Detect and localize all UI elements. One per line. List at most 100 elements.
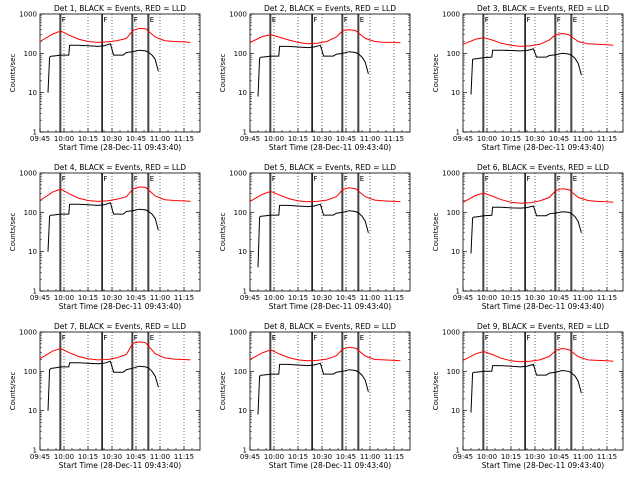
- x-tick-label: 10:30: [525, 135, 545, 143]
- marker-label: F: [134, 16, 138, 24]
- x-tick-label: 10:45: [126, 453, 146, 461]
- panel-det-6: Det 6, BLACK = Events, RED = LLD 09:45 10:…: [432, 163, 624, 311]
- y-tick-label: 1000: [19, 11, 37, 19]
- events-series-line: [257, 203, 369, 268]
- y-tick-label: 1: [33, 129, 37, 137]
- plot-title: Det 5, BLACK = Events, RED = LLD: [264, 163, 396, 172]
- plot-frame: [249, 331, 411, 451]
- events-series-line: [470, 363, 582, 413]
- plot-title: Det 8, BLACK = Events, RED = LLD: [264, 322, 396, 331]
- marker-label: F: [134, 334, 138, 342]
- y-tick-label: 100: [447, 50, 460, 58]
- x-axis-label: Start Time (28-Dec-11 09:43:40): [59, 143, 181, 152]
- x-axis-label: Start Time (28-Dec-11 09:43:40): [269, 302, 391, 311]
- marker-label: E: [150, 334, 154, 342]
- events-series-line: [470, 48, 582, 95]
- y-axis-label: Counts/sec: [432, 213, 440, 252]
- plot-title: Det 3, BLACK = Events, RED = LLD: [477, 4, 609, 13]
- x-tick-label: 10:15: [288, 135, 308, 143]
- y-tick-label: 10: [28, 248, 37, 256]
- plot-title: Det 2, BLACK = Events, RED = LLD: [264, 4, 396, 13]
- y-tick-label: 10: [451, 89, 460, 97]
- y-tick-label: 1: [456, 447, 460, 455]
- y-tick-label: 100: [234, 50, 247, 58]
- y-tick-label: 1: [33, 288, 37, 296]
- plot-title: Det 6, BLACK = Events, RED = LLD: [477, 163, 609, 172]
- marker-label: F: [313, 16, 317, 24]
- events-series-line: [257, 44, 369, 97]
- marker-label: F: [344, 334, 348, 342]
- panel-det-4: Det 4, BLACK = Events, RED = LLD 09:45 10:…: [9, 163, 201, 311]
- y-axis-label: Counts/sec: [9, 372, 17, 411]
- panel-det-3: Det 3, BLACK = Events, RED = LLD 09:45 10:…: [432, 4, 624, 152]
- y-tick-label: 1000: [229, 11, 247, 19]
- marker-label: E: [360, 334, 364, 342]
- y-tick-label: 10: [451, 248, 460, 256]
- y-tick-label: 10: [28, 89, 37, 97]
- lld-series-line: [39, 186, 191, 202]
- x-tick-label: 10:15: [78, 294, 98, 302]
- x-tick-label: 11:15: [597, 294, 617, 302]
- y-tick-label: 1000: [229, 170, 247, 178]
- y-tick-label: 10: [238, 248, 247, 256]
- x-tick-label: 10:30: [312, 453, 332, 461]
- x-tick-label: 11:15: [597, 135, 617, 143]
- marker-label: F: [313, 175, 317, 183]
- x-tick-label: 10:15: [78, 453, 98, 461]
- x-tick-label: 09:45: [453, 294, 473, 302]
- events-series-line: [470, 205, 582, 254]
- x-axis-label: Start Time (28-Dec-11 09:43:40): [482, 302, 604, 311]
- events-series-line: [47, 202, 159, 252]
- x-axis-label: Start Time (28-Dec-11 09:43:40): [269, 143, 391, 152]
- lld-series-line: [249, 187, 401, 203]
- marker-label: F: [62, 175, 66, 183]
- marker-label: F: [62, 334, 66, 342]
- x-tick-label: 10:30: [312, 294, 332, 302]
- y-tick-label: 10: [238, 407, 247, 415]
- lld-series-line: [249, 346, 401, 362]
- y-tick-label: 1: [243, 288, 247, 296]
- plot-frame: [462, 172, 624, 292]
- x-tick-label: 10:45: [549, 294, 569, 302]
- x-tick-label: 10:45: [336, 135, 356, 143]
- panel-det-5: Det 5, BLACK = Events, RED = LLD 09:45 10:…: [219, 163, 411, 311]
- x-tick-label: 10:15: [501, 135, 521, 143]
- x-tick-label: 10:45: [549, 453, 569, 461]
- x-tick-label: 10:00: [54, 453, 74, 461]
- plot-frame: [462, 331, 624, 451]
- marker-label: F: [526, 175, 530, 183]
- marker-label: F: [103, 16, 107, 24]
- x-tick-label: 11:15: [384, 294, 404, 302]
- x-axis-label: Start Time (28-Dec-11 09:43:40): [482, 461, 604, 470]
- x-tick-label: 09:45: [30, 135, 50, 143]
- x-axis-label: Start Time (28-Dec-11 09:43:40): [59, 461, 181, 470]
- marker-label: E: [360, 16, 364, 24]
- x-tick-label: 10:45: [126, 294, 146, 302]
- x-tick-label: 10:30: [525, 453, 545, 461]
- x-tick-label: 10:00: [54, 135, 74, 143]
- panel-det-1: Det 1, BLACK = Events, RED = LLD 09:45 10:…: [9, 4, 201, 152]
- y-tick-label: 100: [234, 209, 247, 217]
- plot-frame: [249, 172, 411, 292]
- marker-label: F: [344, 16, 348, 24]
- y-tick-label: 1000: [229, 329, 247, 337]
- y-tick-label: 1: [33, 447, 37, 455]
- x-tick-label: 11:00: [150, 135, 170, 143]
- y-axis-label: Counts/sec: [9, 213, 17, 252]
- y-tick-label: 1000: [442, 329, 460, 337]
- y-tick-label: 1: [243, 129, 247, 137]
- marker-label: F: [313, 334, 317, 342]
- x-tick-label: 11:00: [150, 294, 170, 302]
- x-tick-label: 09:45: [240, 135, 260, 143]
- x-tick-label: 10:15: [501, 294, 521, 302]
- x-tick-label: 10:15: [501, 453, 521, 461]
- x-tick-label: 11:15: [174, 453, 194, 461]
- lld-series-line: [462, 188, 614, 204]
- x-tick-label: 10:00: [264, 294, 284, 302]
- marker-label: F: [272, 175, 276, 183]
- marker-label: F: [557, 16, 561, 24]
- x-axis-label: Start Time (28-Dec-11 09:43:40): [482, 143, 604, 152]
- lld-series-line: [39, 27, 191, 43]
- panel-det-2: Det 2, BLACK = Events, RED = LLD 09:45 10:…: [219, 4, 411, 152]
